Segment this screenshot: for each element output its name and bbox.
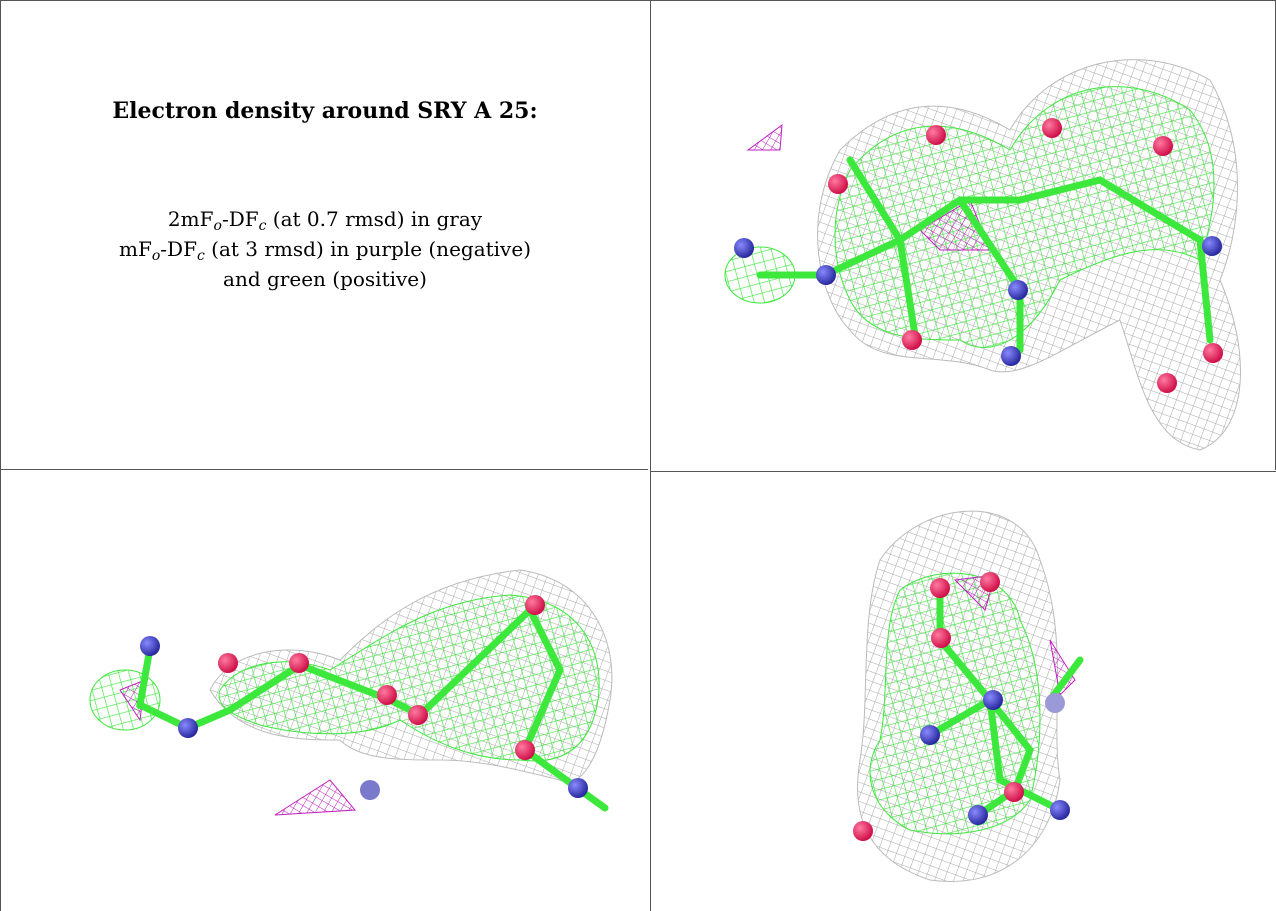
molecule-view-3 [853, 510, 1084, 882]
legend-line: mFo-DFc (at 3 rmsd) in purple (negative) [0, 234, 650, 264]
legend-text: mF [119, 237, 152, 261]
molecule-view-2 [89, 569, 613, 816]
subscript: c [196, 248, 205, 264]
subscript: o [213, 218, 222, 234]
subscript: c [258, 218, 267, 234]
legend-text: (at 3 rmsd) in purple (negative) [204, 237, 531, 261]
legend-text: -DF [160, 237, 197, 261]
legend-text: (at 0.7 rmsd) in gray [266, 207, 483, 231]
legend-text: -DF [221, 207, 259, 231]
legend-text: 2mF [167, 207, 214, 231]
legend-text: and green (positive) [223, 267, 427, 291]
subscript: o [151, 248, 161, 264]
figure-title: Electron density around SRY A 25: [112, 98, 538, 124]
legend-line: and green (positive) [0, 264, 650, 294]
legend-line: 2mFo-DFc (at 0.7 rmsd) in gray [0, 204, 650, 234]
molecule-view-1 [724, 59, 1241, 451]
figure-legend: 2mFo-DFc (at 0.7 rmsd) in gray mFo-DFc (a… [0, 204, 650, 294]
